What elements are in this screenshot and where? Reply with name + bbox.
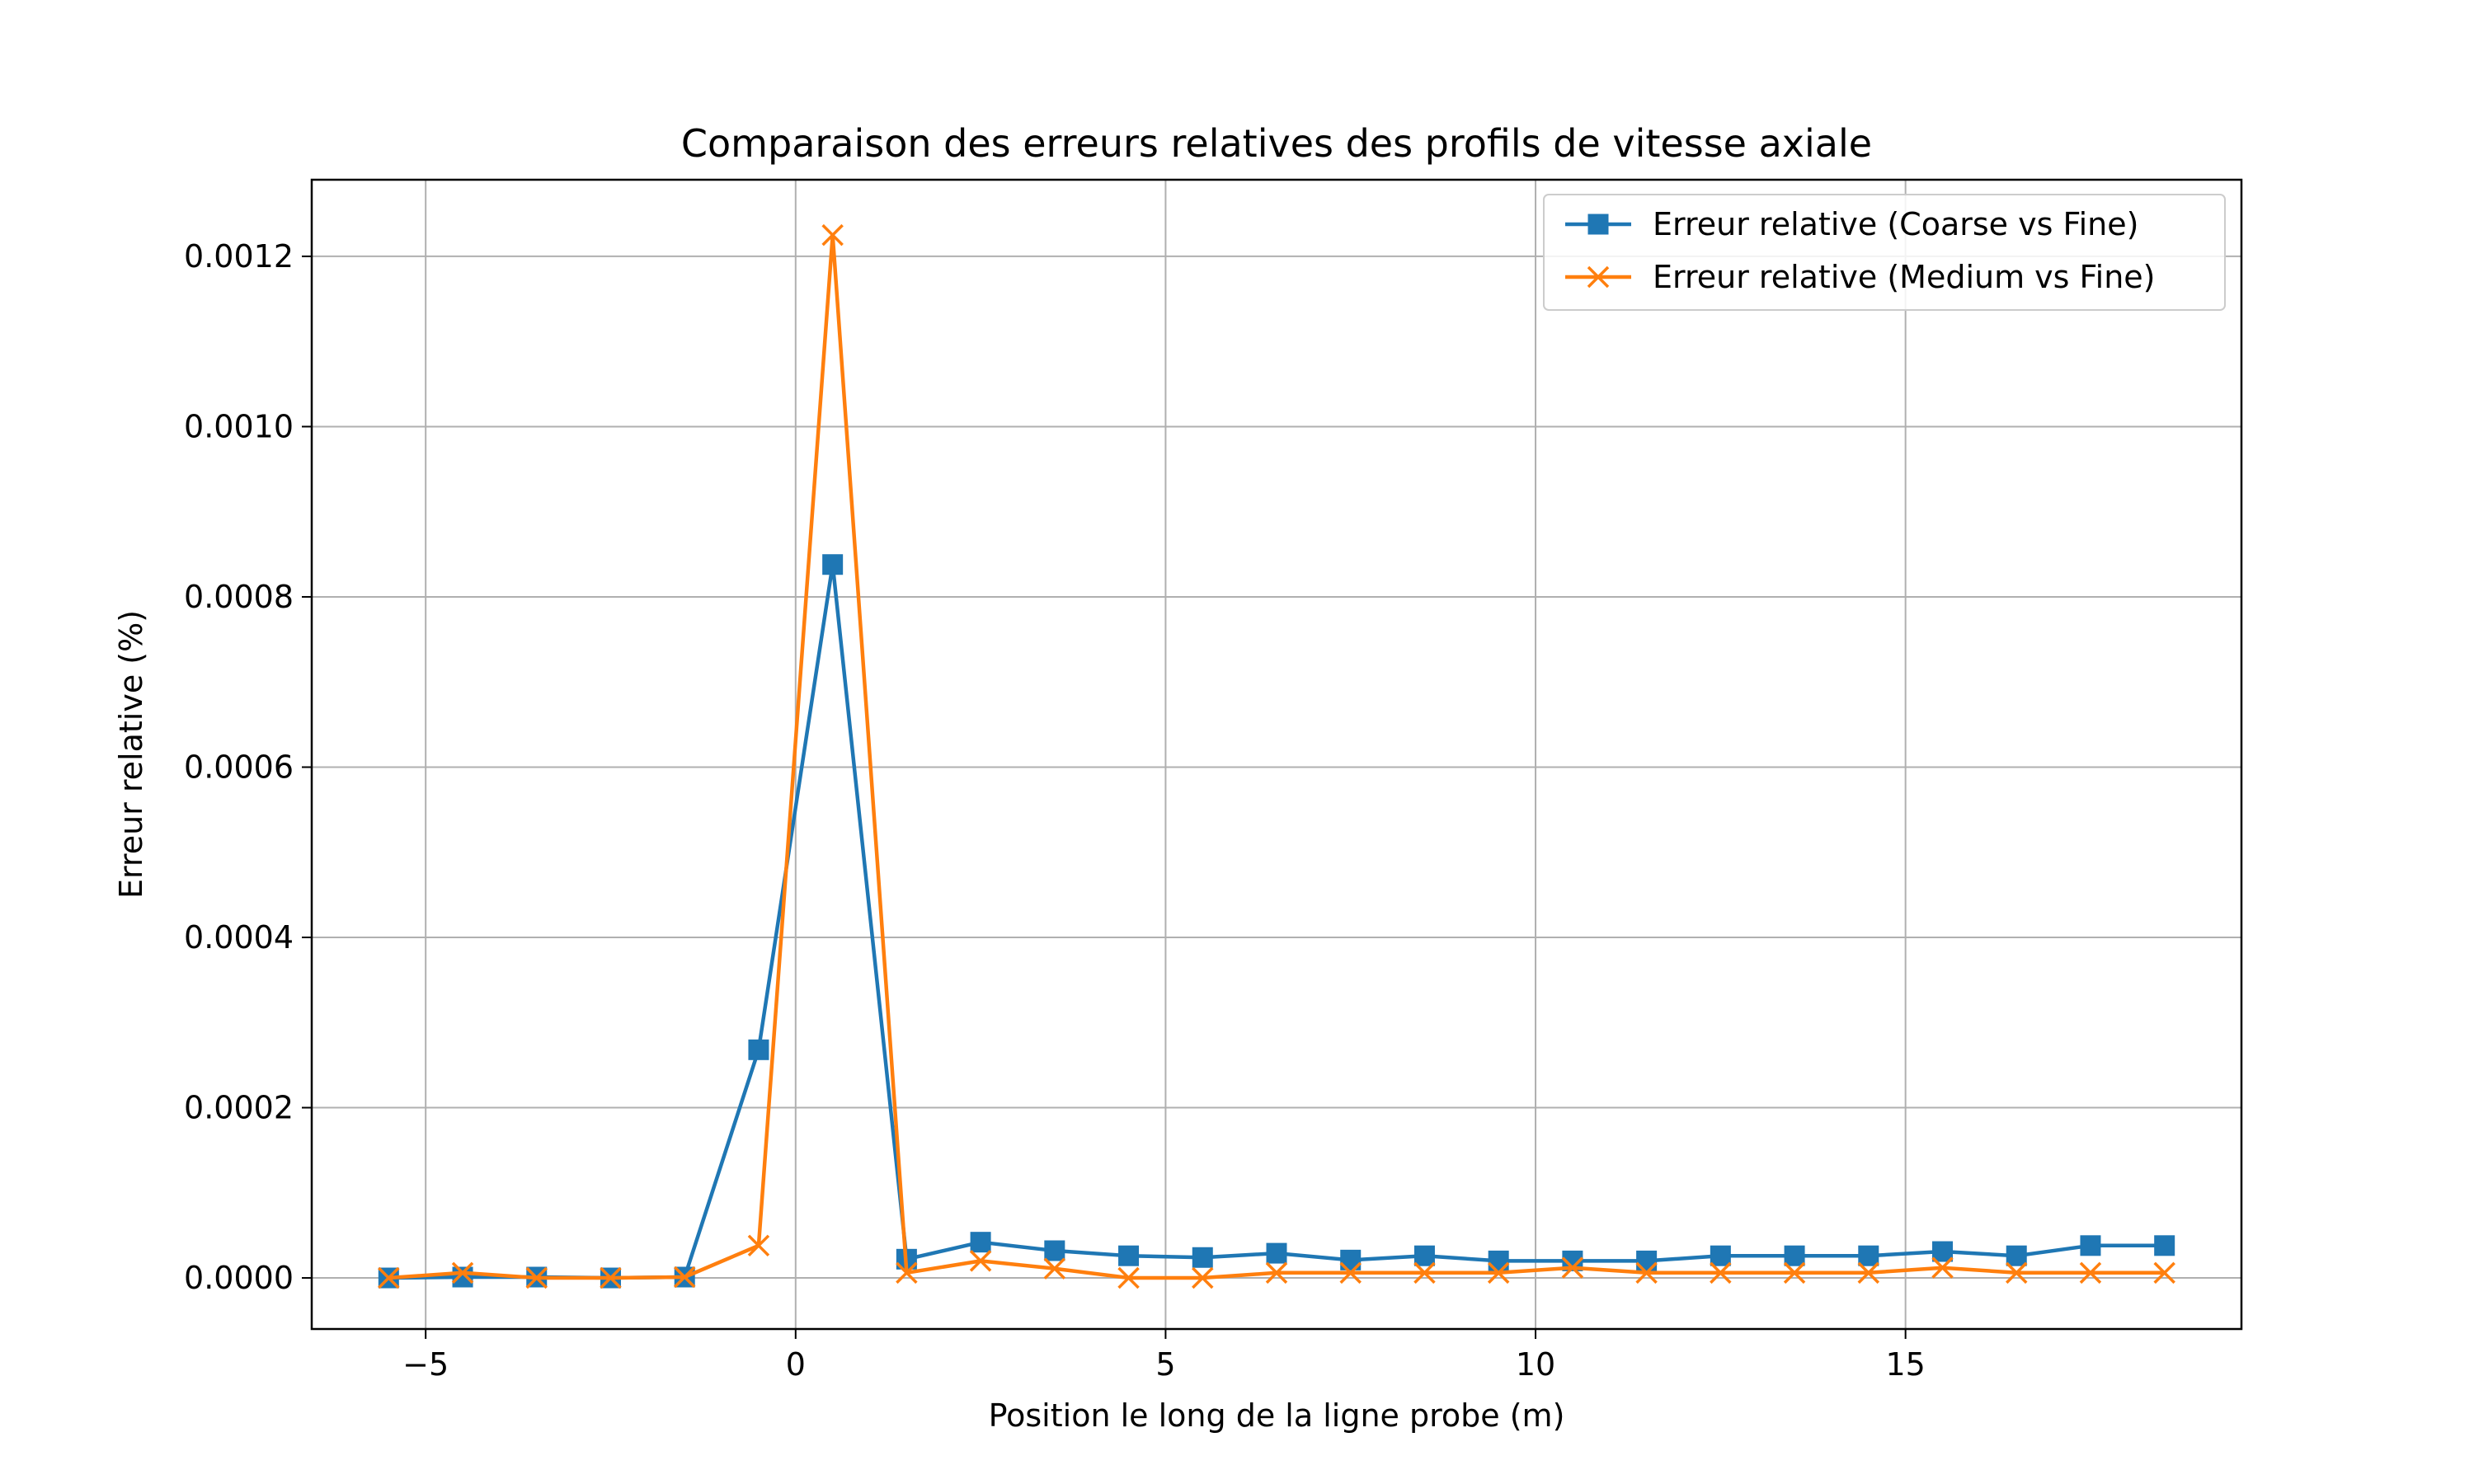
y-axis-label: Erreur relative (%) bbox=[113, 610, 149, 899]
x-tick-label: −5 bbox=[402, 1346, 449, 1383]
data-point bbox=[1118, 1245, 1140, 1266]
x-tick-label: 5 bbox=[1155, 1346, 1175, 1383]
y-tick-label: 0.0002 bbox=[184, 1090, 294, 1126]
data-point bbox=[1784, 1245, 1805, 1266]
y-tick-label: 0.0006 bbox=[184, 749, 294, 785]
data-point bbox=[673, 1266, 696, 1289]
data-point bbox=[1413, 1245, 1435, 1266]
data-point bbox=[1561, 1256, 1584, 1279]
data-point bbox=[1044, 1240, 1065, 1261]
axis-ticks: −5 0 5 10 15 0.0000 0.0002 0.0004 0.0006 0.0008 0.… bbox=[184, 238, 1926, 1383]
data-point bbox=[821, 223, 844, 247]
data-point bbox=[2006, 1261, 2028, 1284]
grid-lines bbox=[312, 180, 2241, 1329]
data-point bbox=[896, 1261, 918, 1284]
legend: Erreur relative (Coarse vs Fine) Erreur r… bbox=[1543, 194, 2226, 311]
data-point bbox=[1043, 1257, 1066, 1280]
data-point bbox=[969, 1250, 992, 1272]
legend-label: Erreur relative (Coarse vs Fine) bbox=[1653, 206, 2138, 242]
legend-label: Erreur relative (Medium vs Fine) bbox=[1653, 259, 2155, 295]
y-tick-label: 0.0000 bbox=[184, 1260, 294, 1296]
data-point bbox=[822, 554, 844, 575]
data-point bbox=[1857, 1261, 1880, 1284]
data-point bbox=[451, 1261, 474, 1284]
data-point bbox=[2153, 1261, 2175, 1284]
data-point bbox=[452, 1266, 473, 1288]
data-point bbox=[1710, 1261, 1732, 1284]
data-point bbox=[2079, 1261, 2102, 1284]
legend-marker bbox=[1587, 265, 1610, 289]
data-point bbox=[1858, 1245, 1879, 1266]
y-tick-label: 0.0008 bbox=[184, 579, 294, 615]
data-point bbox=[1339, 1261, 1362, 1284]
data-point bbox=[2154, 1235, 2175, 1256]
data-point bbox=[525, 1266, 548, 1289]
legend-marker bbox=[1587, 214, 1609, 235]
x-axis-label: Position le long de la ligne probe (m) bbox=[989, 1397, 1565, 1434]
y-tick-label: 0.0004 bbox=[184, 919, 294, 956]
data-point bbox=[600, 1266, 622, 1289]
data-point bbox=[1710, 1245, 1731, 1266]
data-point bbox=[970, 1232, 991, 1253]
data-point bbox=[748, 1039, 769, 1060]
data-point bbox=[1413, 1261, 1436, 1284]
x-tick-label: 15 bbox=[1885, 1346, 1925, 1383]
data-point bbox=[1117, 1266, 1140, 1289]
y-tick-label: 0.0012 bbox=[184, 238, 294, 275]
x-tick-label: 10 bbox=[1516, 1346, 1555, 1383]
series-layer bbox=[378, 223, 2175, 1289]
data-point bbox=[1635, 1261, 1658, 1284]
series-1 bbox=[378, 554, 2175, 1289]
data-point bbox=[2080, 1235, 2101, 1256]
legend-item: Erreur relative (Coarse vs Fine) bbox=[1565, 206, 2138, 242]
legend-item: Erreur relative (Medium vs Fine) bbox=[1565, 259, 2155, 295]
data-point bbox=[1487, 1261, 1510, 1284]
data-point bbox=[1932, 1241, 1954, 1262]
y-tick-label: 0.0010 bbox=[184, 408, 294, 444]
x-tick-label: 0 bbox=[786, 1346, 806, 1383]
data-point bbox=[1783, 1261, 1806, 1284]
data-point bbox=[378, 1266, 400, 1289]
data-point bbox=[1192, 1247, 1213, 1268]
series-2 bbox=[378, 223, 2175, 1289]
data-point bbox=[2006, 1245, 2027, 1266]
data-point bbox=[1192, 1266, 1214, 1289]
data-point bbox=[747, 1234, 770, 1257]
data-point bbox=[1931, 1256, 1954, 1279]
legend-box bbox=[1543, 194, 2226, 311]
data-point bbox=[1266, 1242, 1287, 1264]
data-point bbox=[1265, 1261, 1288, 1284]
chart-title: Comparaison des erreurs relatives des pr… bbox=[681, 121, 1872, 166]
axes-frame bbox=[310, 178, 2243, 1331]
